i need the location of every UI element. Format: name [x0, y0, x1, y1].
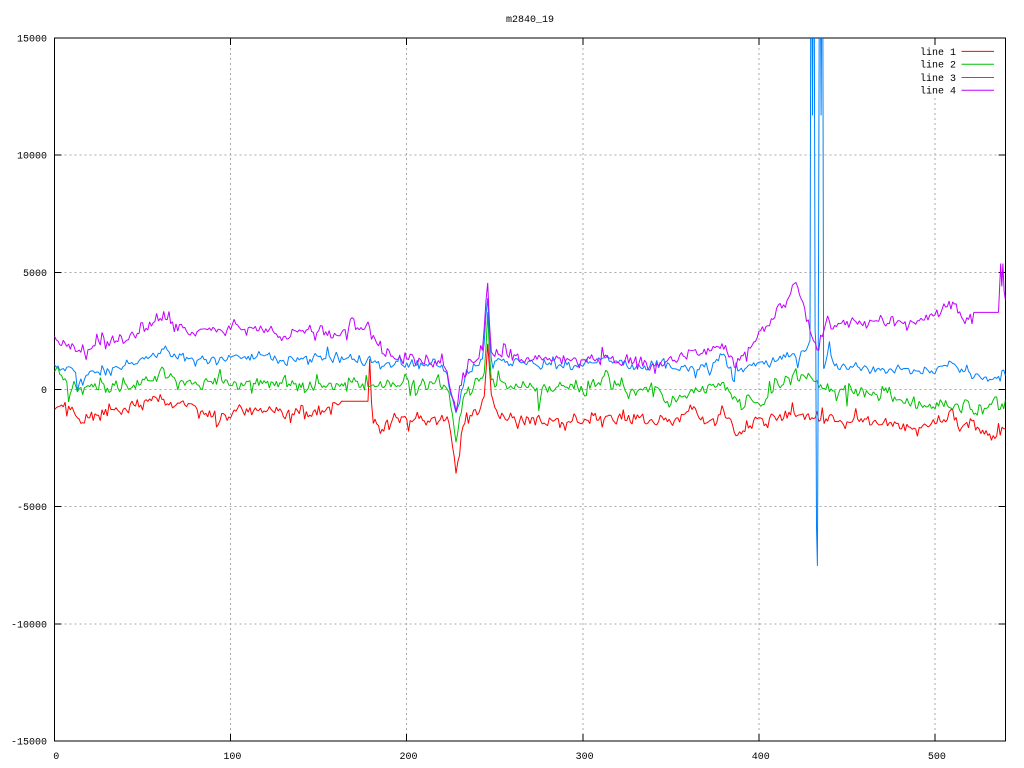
svg-text:line 2: line 2 — [920, 60, 956, 72]
svg-text:line 1: line 1 — [920, 47, 956, 59]
svg-text:500: 500 — [928, 752, 946, 763]
svg-text:-10000: -10000 — [11, 620, 47, 631]
svg-text:0: 0 — [53, 752, 59, 763]
svg-text:0: 0 — [41, 386, 47, 397]
svg-text:-15000: -15000 — [11, 737, 47, 748]
svg-text:10000: 10000 — [17, 152, 47, 163]
svg-text:15000: 15000 — [17, 35, 47, 46]
svg-text:400: 400 — [752, 752, 770, 763]
svg-text:300: 300 — [576, 752, 594, 763]
svg-text:5000: 5000 — [23, 269, 47, 280]
svg-text:200: 200 — [399, 752, 417, 763]
svg-text:-5000: -5000 — [17, 503, 47, 514]
svg-text:line 4: line 4 — [920, 86, 956, 98]
svg-text:m2840_19: m2840_19 — [506, 15, 554, 26]
svg-text:100: 100 — [223, 752, 241, 763]
svg-text:line 3: line 3 — [920, 73, 956, 85]
